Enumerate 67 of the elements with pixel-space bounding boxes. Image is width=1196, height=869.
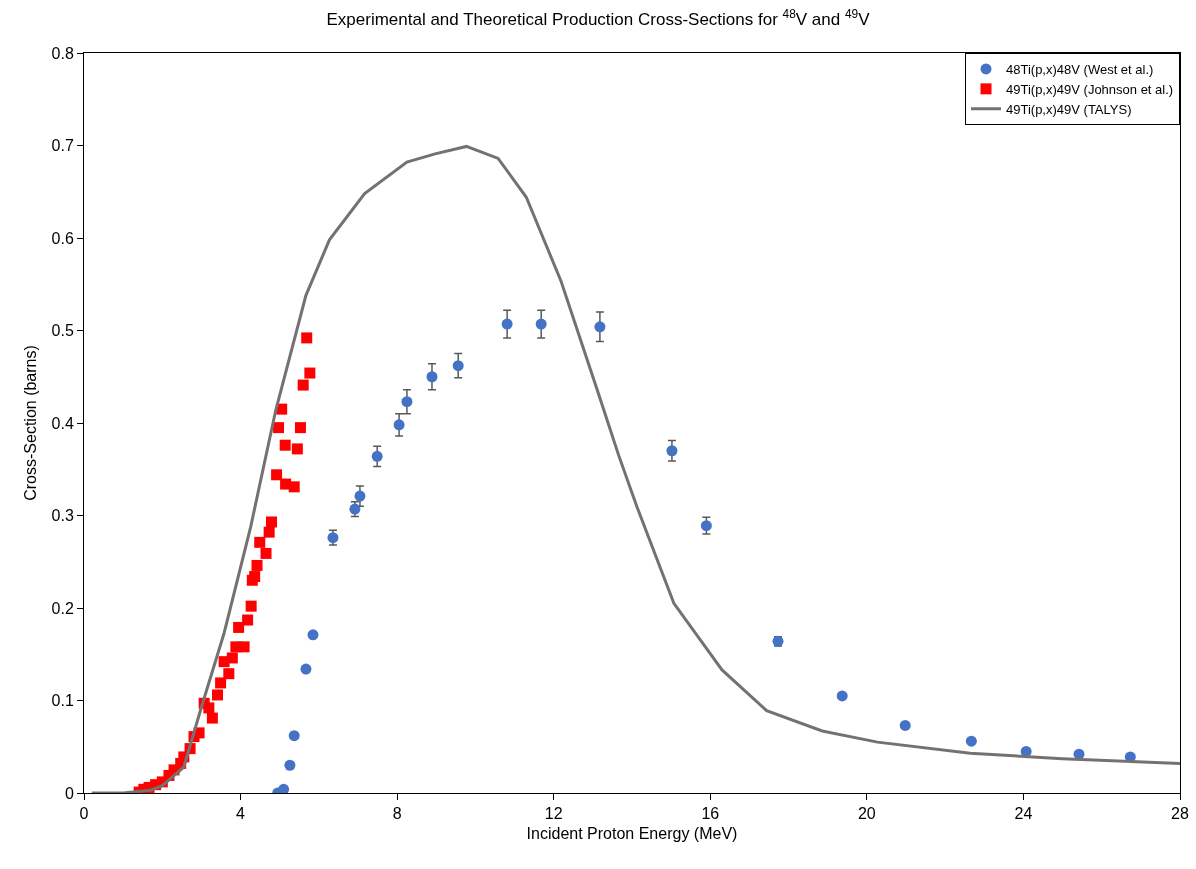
point xyxy=(288,730,300,742)
point xyxy=(836,690,848,702)
point xyxy=(294,422,306,434)
legend-label: 48Ti(p,x)48V (West et al.) xyxy=(1006,62,1154,78)
point xyxy=(535,318,547,330)
point xyxy=(278,783,290,793)
point xyxy=(426,371,438,383)
point xyxy=(899,719,911,731)
y-axis-title: Cross-Section (barns) xyxy=(22,345,40,501)
point xyxy=(238,641,250,653)
point xyxy=(215,677,227,689)
x-tick-label: 16 xyxy=(701,805,720,823)
point xyxy=(245,600,257,612)
chart-title: Experimental and Theoretical Production Cross-Sections for $^{48}$V and $^{49}$V xyxy=(326,6,871,29)
y-tick-label: 0 xyxy=(64,784,74,802)
y-tick-label: 0.6 xyxy=(51,229,74,247)
point xyxy=(297,379,309,391)
point xyxy=(279,439,291,451)
point xyxy=(301,332,313,344)
point xyxy=(263,526,275,538)
point xyxy=(594,321,606,333)
point xyxy=(304,367,316,379)
x-tick-label: 0 xyxy=(79,805,89,823)
point xyxy=(291,443,303,455)
y-tick-label: 0.1 xyxy=(51,692,74,710)
point xyxy=(965,735,977,747)
x-tick-label: 12 xyxy=(544,805,563,823)
point xyxy=(251,559,263,571)
legend-label: 49Ti(p,x)49V (TALYS) xyxy=(1006,101,1132,117)
point xyxy=(271,469,283,481)
point xyxy=(254,536,266,548)
point xyxy=(501,318,513,330)
y-tick-label: 0.5 xyxy=(51,322,74,340)
x-tick-label: 4 xyxy=(236,805,246,823)
point xyxy=(206,712,218,724)
point xyxy=(226,652,238,664)
point xyxy=(300,663,312,675)
y-tick-label: 0.3 xyxy=(51,507,74,525)
point xyxy=(371,450,383,462)
point xyxy=(242,614,254,626)
point xyxy=(233,621,245,633)
point xyxy=(393,419,405,431)
point xyxy=(354,490,366,502)
point xyxy=(211,689,223,701)
point xyxy=(260,547,272,559)
point xyxy=(273,422,285,434)
point xyxy=(288,481,300,493)
x-tick-label: 20 xyxy=(857,805,876,823)
y-tick-label: 0.4 xyxy=(51,414,74,432)
x-tick-label: 8 xyxy=(392,805,402,823)
point xyxy=(666,445,678,457)
x-axis-title: Incident Proton Energy (MeV) xyxy=(526,824,738,842)
point xyxy=(700,520,712,532)
point xyxy=(265,516,277,528)
point xyxy=(307,629,319,641)
point xyxy=(284,759,296,771)
x-tick-label: 28 xyxy=(1171,805,1189,823)
x-tick-label: 24 xyxy=(1014,805,1033,823)
y-tick-label: 0.2 xyxy=(51,599,74,617)
point xyxy=(223,668,235,680)
point xyxy=(203,702,215,714)
y-tick-label: 0.7 xyxy=(51,137,74,155)
point xyxy=(401,396,413,408)
y-tick-label: 0.8 xyxy=(51,44,74,62)
line-series xyxy=(90,144,1180,793)
point xyxy=(452,360,464,372)
legend-label: 49Ti(p,x)49V (Johnson et al.) xyxy=(1006,81,1174,97)
